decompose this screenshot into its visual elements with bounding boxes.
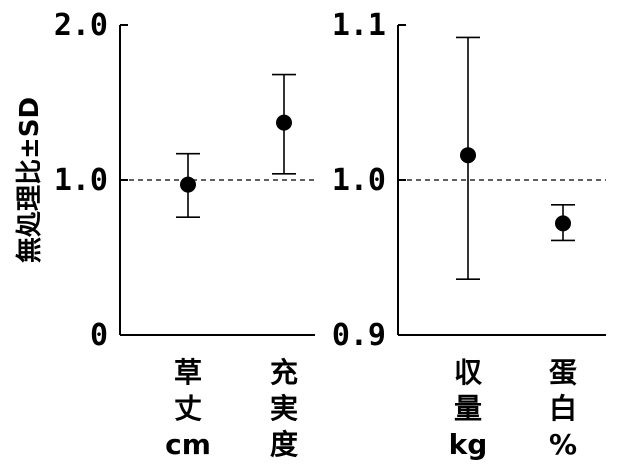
category-label: 度 [270, 428, 298, 461]
category-label: 充 [270, 356, 298, 389]
y-tick-label: 0 [90, 318, 108, 353]
category-label: 実 [270, 392, 298, 425]
y-tick-label: 1.0 [332, 163, 386, 198]
data-point [555, 215, 571, 232]
category-label: 白 [549, 392, 577, 425]
category-label: % [549, 428, 577, 461]
data-point [276, 114, 292, 131]
data-point [460, 147, 476, 164]
category-label: 丈 [174, 392, 202, 425]
y-axis-label: 無処理比±SD [15, 97, 45, 263]
category-label: 量 [454, 392, 482, 425]
category-label: kg [449, 428, 488, 461]
y-tick-label: 2.0 [54, 8, 108, 43]
y-tick-label: 1.0 [54, 163, 108, 198]
category-label: cm [165, 428, 211, 461]
y-tick-label: 1.1 [332, 8, 386, 43]
y-tick-label: 0.9 [332, 318, 386, 353]
category-label: 草 [174, 356, 202, 389]
category-label: 蛋 [549, 356, 577, 389]
category-label: 収 [454, 356, 483, 389]
data-point [180, 176, 196, 193]
